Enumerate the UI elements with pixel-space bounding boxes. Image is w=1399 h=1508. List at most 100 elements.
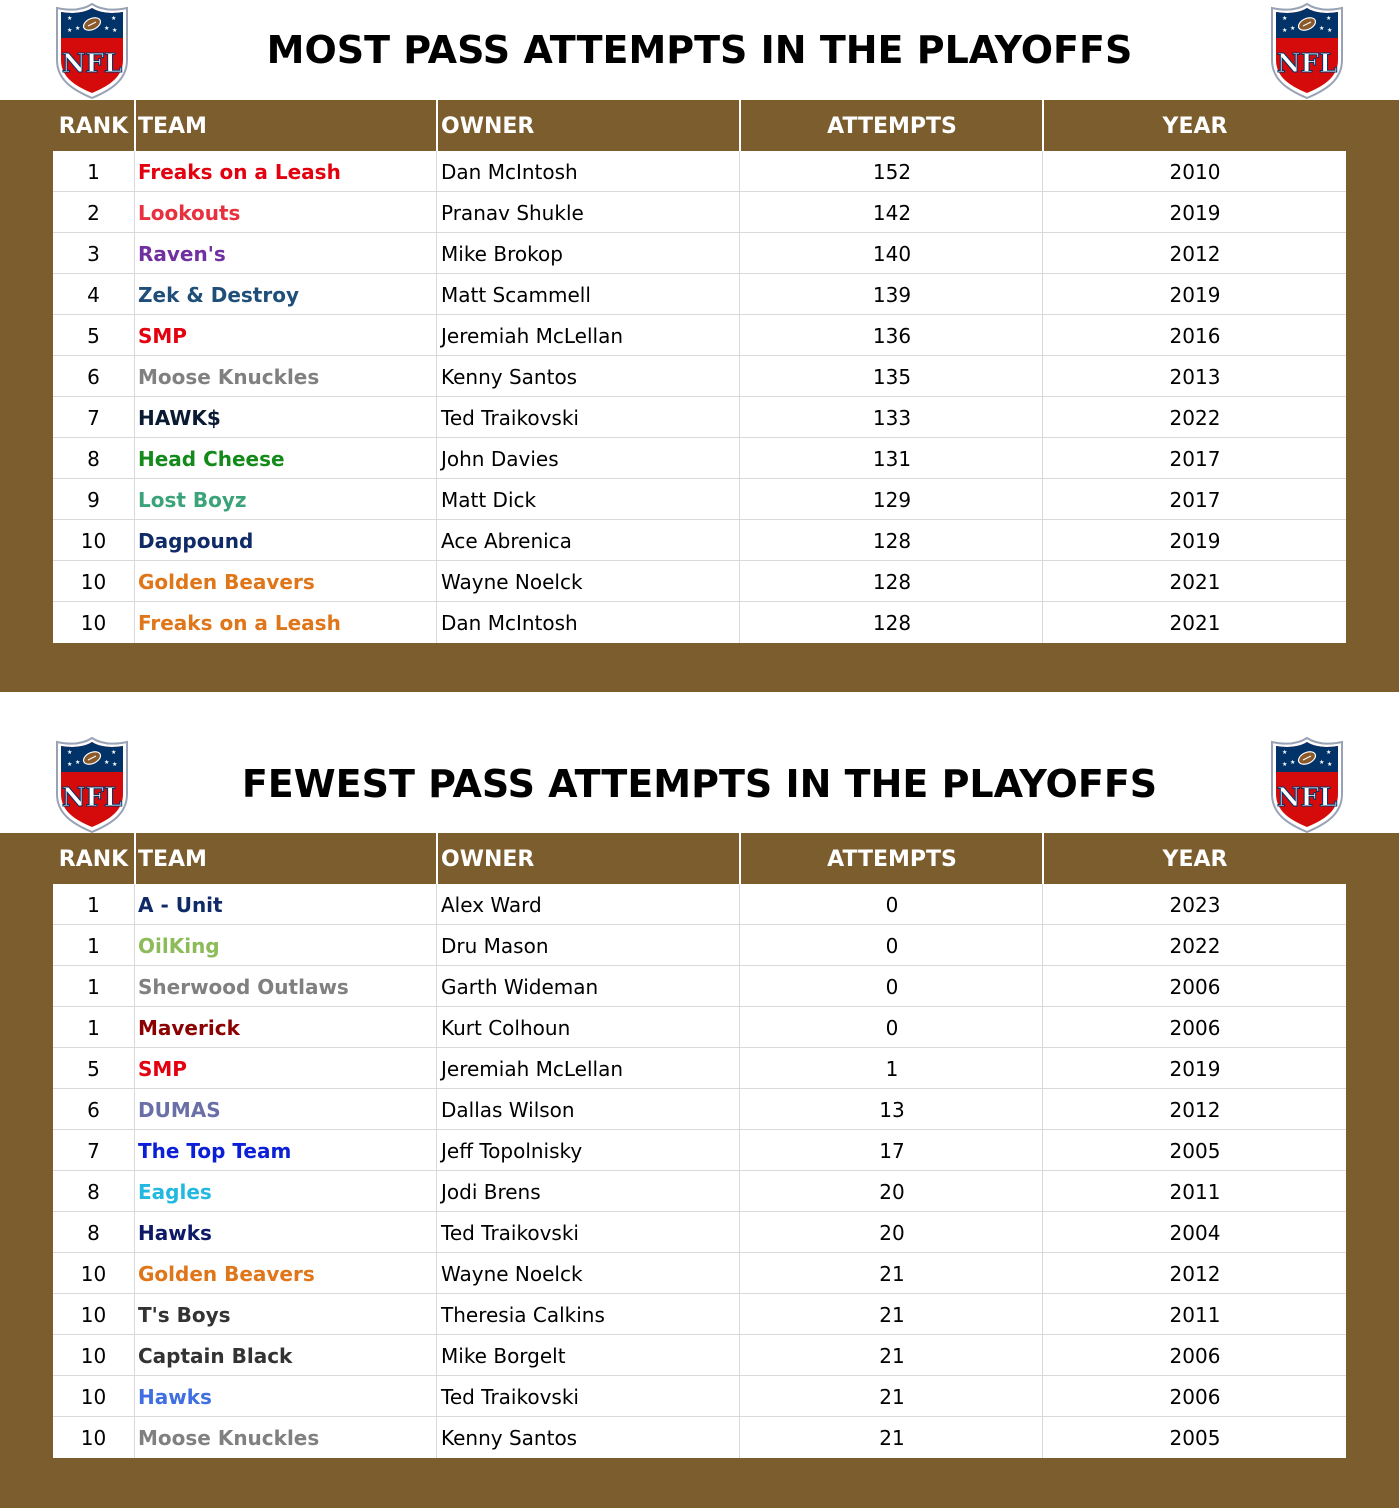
attempts-cell: 0 [885,934,899,958]
divider [134,1417,135,1458]
divider [739,1007,740,1048]
table-row: 8 Eagles Jodi Brens 20 2011 [53,1171,1346,1212]
divider [739,925,740,966]
attempts-cell: 133 [872,406,912,430]
team-cell: Zek & Destroy [138,283,300,307]
divider [134,1376,135,1417]
divider [134,1048,135,1089]
table-row: 10 Moose Knuckles Kenny Santos 21 2005 [53,1417,1346,1458]
team-cell: Maverick [138,1016,240,1040]
attempts-cell: 0 [885,893,899,917]
header-attempts: ATTEMPTS [827,847,957,872]
team-cell: SMP [138,1057,187,1081]
table-row: 7 The Top Team Jeff Topolnisky 17 2005 [53,1130,1346,1171]
table-row: 10 Captain Black Mike Borgelt 21 2006 [53,1335,1346,1376]
table-row: 10 Dagpound Ace Abrenica 128 2019 [53,520,1346,561]
divider [739,884,740,925]
year-cell: 2022 [1169,934,1221,958]
table-row: 2 Lookouts Pranav Shukle 142 2019 [53,192,1346,233]
rank-cell: 10 [80,1385,107,1409]
divider [436,100,438,151]
table-row: 10 Hawks Ted Traikovski 21 2006 [53,1376,1346,1417]
divider [436,1130,437,1171]
divider [1042,1417,1043,1458]
owner-cell: John Davies [441,447,559,471]
table-row: 6 DUMAS Dallas Wilson 13 2012 [53,1089,1346,1130]
divider [1042,1048,1043,1089]
divider [1042,966,1043,1007]
divider [1042,1335,1043,1376]
divider [1042,151,1043,192]
team-cell: Golden Beavers [138,1262,315,1286]
divider [436,966,437,1007]
attempts-cell: 128 [872,611,912,635]
year-cell: 2012 [1169,1262,1221,1286]
team-cell: Moose Knuckles [138,1426,320,1450]
owner-cell: Wayne Noelck [441,570,583,594]
team-cell: Captain Black [138,1344,293,1368]
header-rank: RANK [58,114,129,139]
year-cell: 2021 [1169,570,1221,594]
divider [739,397,740,438]
divider [436,192,437,233]
attempts-cell: 152 [872,160,912,184]
header-owner: OWNER [441,114,535,139]
divider [1042,233,1043,274]
divider [1042,397,1043,438]
divider [436,1171,437,1212]
attempts-cell: 20 [879,1221,905,1245]
divider [134,356,135,397]
divider [1042,1212,1043,1253]
owner-cell: Jodi Brens [441,1180,541,1204]
divider [739,602,740,643]
table-board: RANK TEAM OWNER ATTEMPTS YEAR 1 Freaks on… [0,100,1399,692]
table-row: 5 SMP Jeremiah McLellan 1 2019 [53,1048,1346,1089]
rank-cell: 2 [87,201,100,225]
divider [1042,1130,1043,1171]
owner-cell: Garth Wideman [441,975,599,999]
divider [1042,833,1044,884]
table-row: 4 Zek & Destroy Matt Scammell 139 2019 [53,274,1346,315]
year-cell: 2012 [1169,1098,1221,1122]
team-cell: DUMAS [138,1098,221,1122]
attempts-cell: 129 [872,488,912,512]
divider [1042,192,1043,233]
rank-cell: 1 [87,893,100,917]
rank-cell: 6 [87,1098,100,1122]
divider [436,151,437,192]
rank-cell: 9 [87,488,100,512]
year-cell: 2019 [1169,201,1221,225]
divider [739,966,740,1007]
team-cell: Golden Beavers [138,570,315,594]
rank-cell: 6 [87,365,100,389]
divider [1042,925,1043,966]
year-cell: 2006 [1169,1016,1221,1040]
divider [134,100,136,151]
divider [1042,884,1043,925]
divider [134,479,135,520]
owner-cell: Dallas Wilson [441,1098,575,1122]
year-cell: 2019 [1169,529,1221,553]
attempts-cell: 21 [879,1303,905,1327]
divider [436,356,437,397]
table-row: 10 T's Boys Theresia Calkins 21 2011 [53,1294,1346,1335]
team-cell: T's Boys [138,1303,231,1327]
year-cell: 2017 [1169,488,1221,512]
divider [436,1253,437,1294]
year-cell: 2005 [1169,1426,1221,1450]
team-cell: Lookouts [138,201,241,225]
attempts-cell: 21 [879,1426,905,1450]
divider [134,1294,135,1335]
table-row: 9 Lost Boyz Matt Dick 129 2017 [53,479,1346,520]
divider [1042,1007,1043,1048]
year-cell: 2011 [1169,1180,1221,1204]
divider [436,233,437,274]
divider [134,520,135,561]
divider [739,356,740,397]
header-attempts: ATTEMPTS [827,114,957,139]
owner-cell: Ted Traikovski [441,1385,579,1409]
header-year: YEAR [1162,114,1228,139]
team-cell: Moose Knuckles [138,365,320,389]
owner-cell: Pranav Shukle [441,201,584,225]
year-cell: 2011 [1169,1303,1221,1327]
